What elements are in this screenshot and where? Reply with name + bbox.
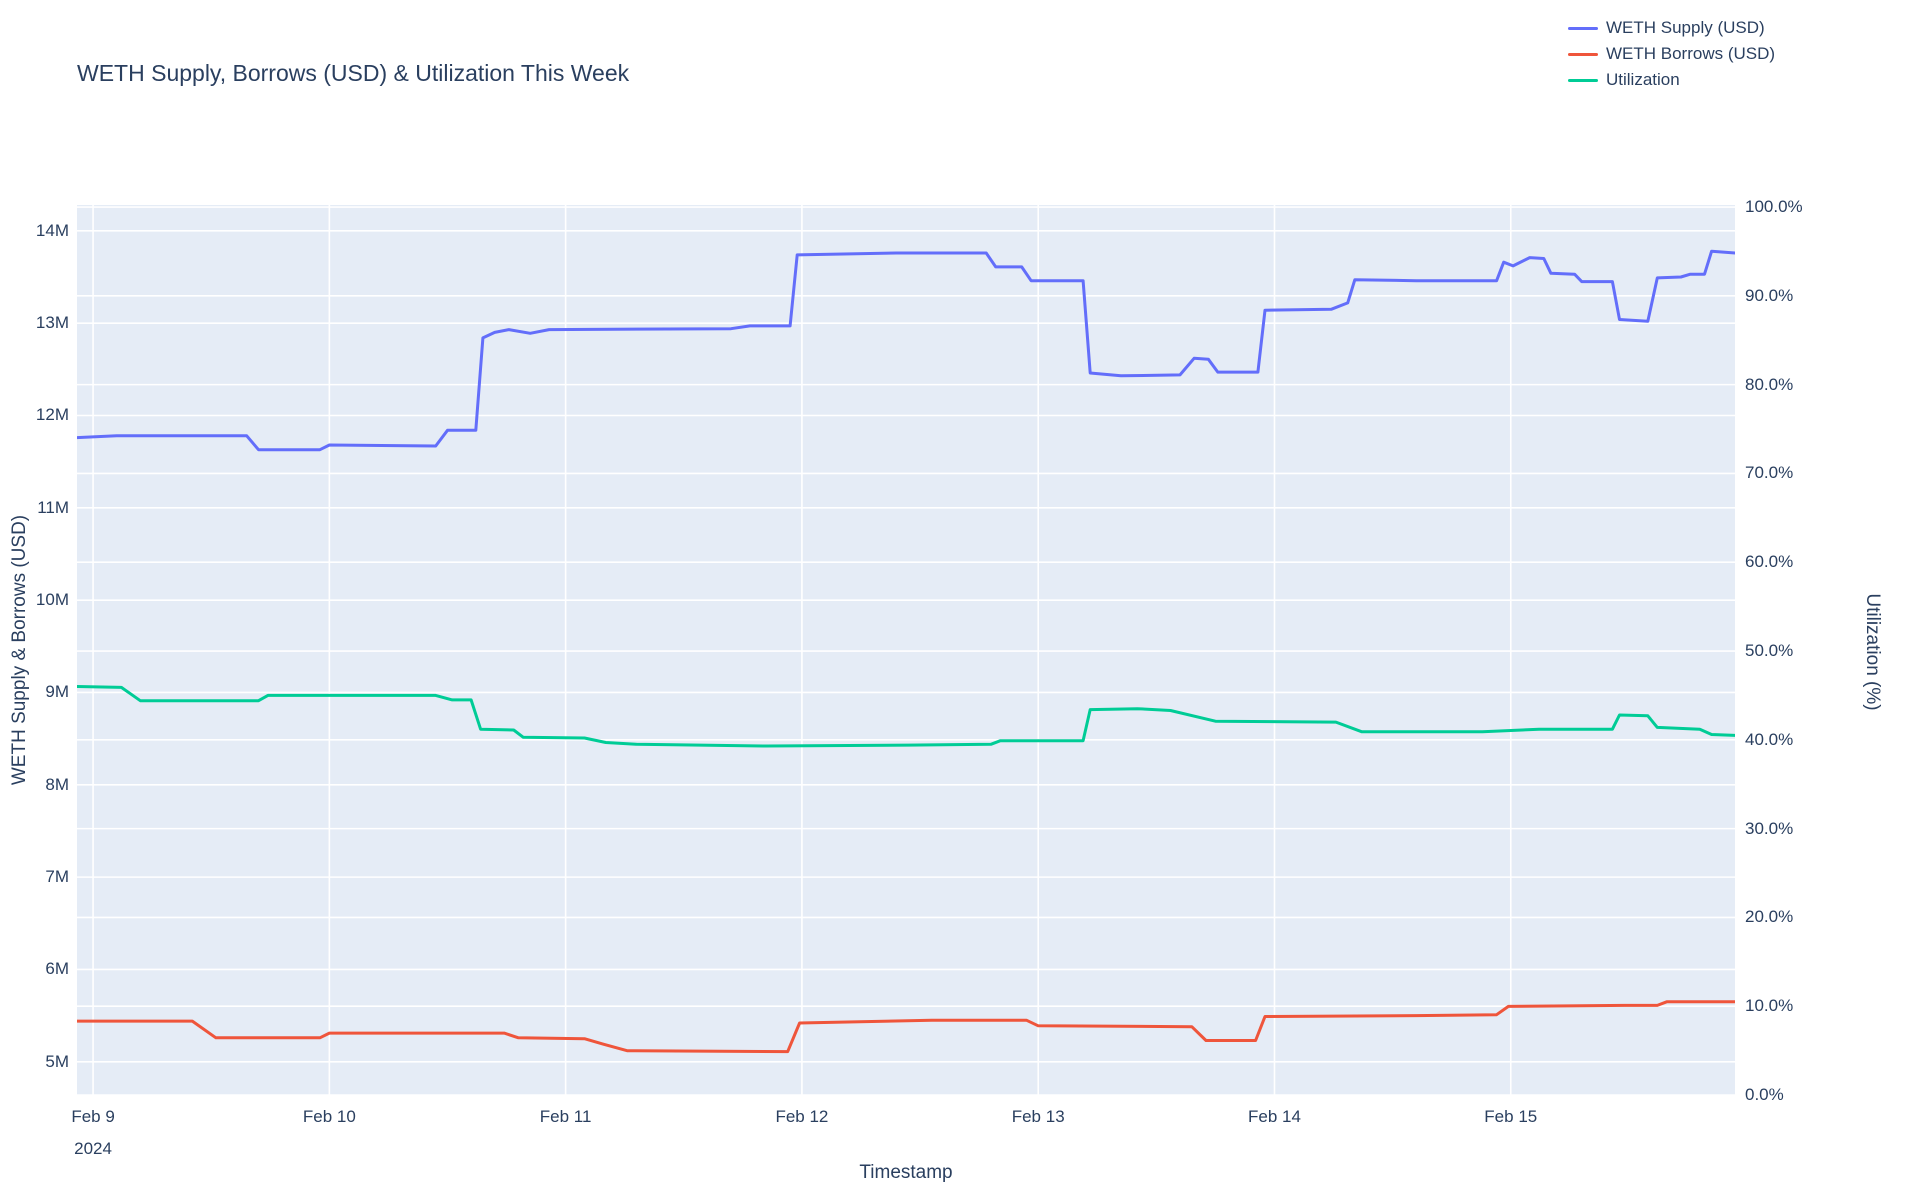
x-tick-label: Feb 10 [302,1107,356,1126]
plot-canvas[interactable] [77,205,1735,1095]
legend: WETH Supply (USD) WETH Borrows (USD) Utili… [1568,15,1775,93]
y-left-tick-label: 12M [35,405,69,425]
y-right-tick-label: 60.0% [1745,552,1794,572]
x-axis-title: Timestamp [859,1162,953,1183]
y-left-tick-label: 8M [45,774,69,794]
legend-item-weth-borrows-usd[interactable]: WETH Borrows (USD) [1568,41,1775,67]
legend-label: WETH Supply (USD) [1606,18,1765,37]
y-right-tick-label: 70.0% [1745,463,1794,483]
legend-swatch-icon [1568,26,1598,30]
y-right-tick-label: 10.0% [1745,996,1794,1016]
x-tick-label: Feb 15 [1484,1107,1538,1126]
y-right-tick-label: 80.0% [1745,374,1794,394]
legend-label: Utilization [1606,70,1680,89]
series-line-weth-supply-usd[interactable] [77,249,1735,452]
y-axis-left-title: WETH Supply & Borrows (USD) [9,514,30,786]
plot-background [77,205,1735,1095]
x-tick-label: Feb 9 [71,1107,115,1126]
y-right-tick-label: 50.0% [1745,641,1794,661]
y-right-tick-label: 40.0% [1745,729,1794,749]
chart-title: WETH Supply, Borrows (USD) & Utilization… [77,60,630,86]
y-right-tick-label: 30.0% [1745,818,1794,838]
series-line-utilization[interactable] [77,685,1735,748]
y-left-tick-label: 6M [45,959,69,979]
plot-area[interactable] [77,205,1735,1095]
y-right-tick-label: 90.0% [1745,285,1794,305]
y-left-tick-label: 14M [35,220,69,240]
x-tick-label: Feb 13 [1011,1107,1065,1126]
y-left-tick-label: 13M [35,313,69,333]
legend-swatch-icon [1568,52,1598,56]
x-tick-label: Feb 12 [775,1107,829,1126]
y-right-tick-label: 0.0% [1745,1085,1784,1104]
y-left-tick-label: 9M [45,682,69,702]
legend-swatch-icon [1568,78,1598,82]
series-line-weth-borrows-usd[interactable] [77,1000,1735,1054]
y-left-tick-label: 10M [35,590,69,610]
x-tick-sublabel: 2024 [74,1139,112,1158]
x-tick-label: Feb 14 [1248,1107,1301,1126]
y-left-tick-label: 11M [37,497,69,517]
y-axis-right-title: Utilization (%) [1862,593,1883,711]
y-left-tick-label: 7M [45,867,69,887]
legend-item-weth-supply-usd[interactable]: WETH Supply (USD) [1568,15,1775,41]
y-right-tick-label: 20.0% [1745,907,1794,927]
y-left-tick-label: 5M [45,1051,69,1071]
x-tick-label: Feb 11 [539,1107,592,1126]
legend-item-utilization[interactable]: Utilization [1568,67,1775,93]
y-right-tick-label: 100.0% [1745,197,1803,217]
legend-label: WETH Borrows (USD) [1606,44,1776,63]
